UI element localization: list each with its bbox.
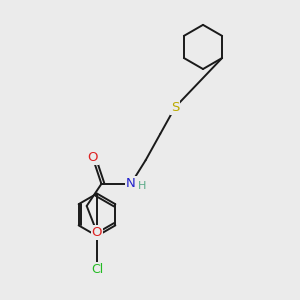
Text: N: N: [126, 177, 136, 190]
Text: H: H: [138, 181, 146, 191]
Text: S: S: [171, 101, 179, 114]
Text: O: O: [92, 226, 102, 239]
Text: Cl: Cl: [91, 263, 103, 276]
Text: O: O: [87, 151, 98, 164]
